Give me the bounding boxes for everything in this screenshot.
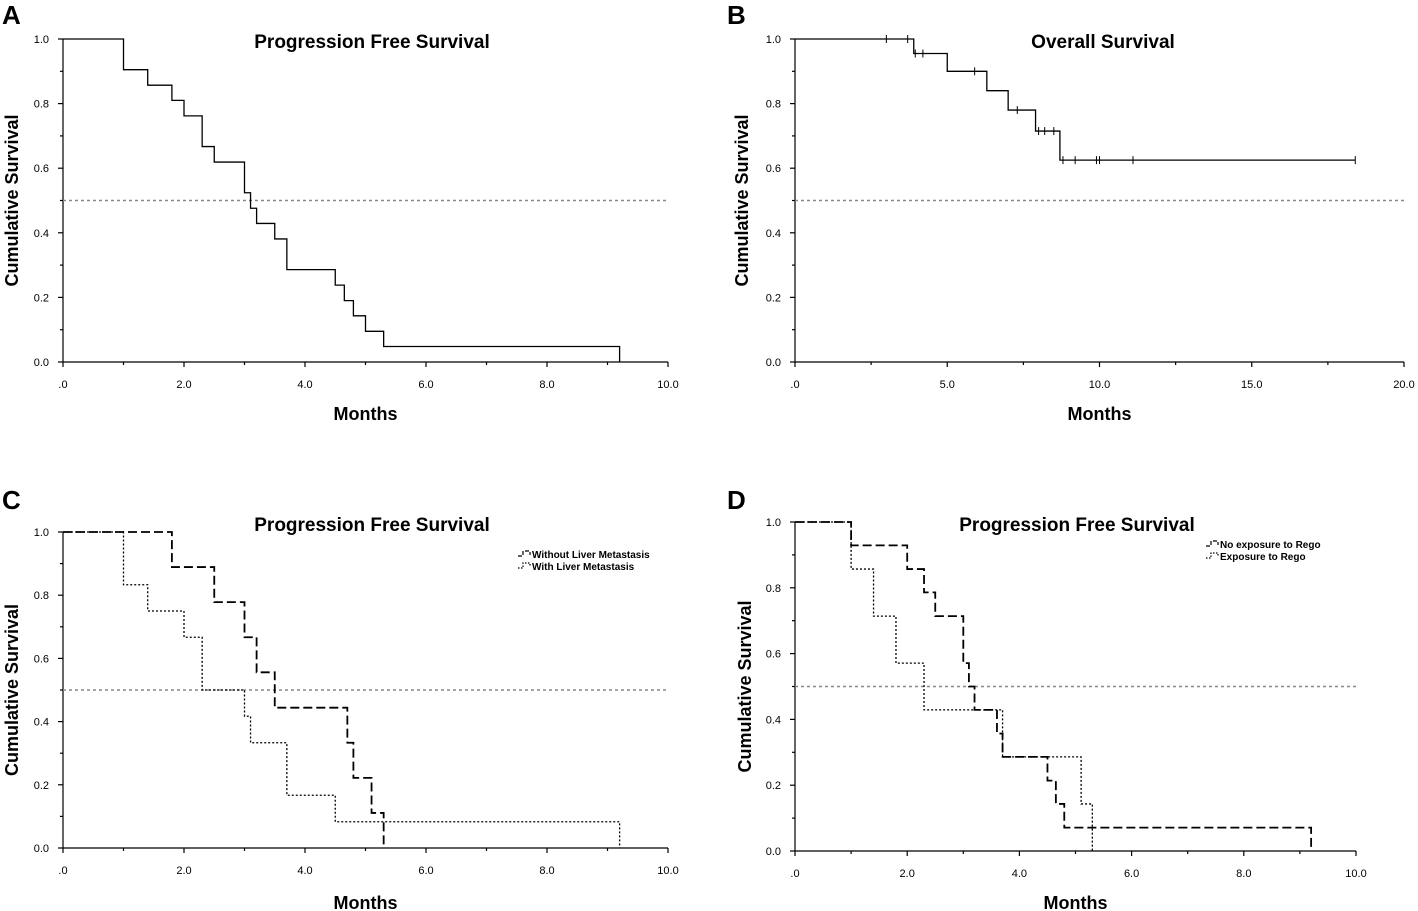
y-tick-label: 0.8 [34, 590, 49, 602]
x-tick-label: 10.0 [1089, 379, 1110, 391]
x-tick-label: 2.0 [900, 868, 915, 880]
x-tick-label: 10.0 [657, 865, 678, 877]
panel-letter: D [727, 485, 746, 515]
x-tick-label: 6.0 [418, 865, 433, 877]
y-tick-label: 0.6 [34, 653, 49, 665]
panel-letter: A [2, 0, 21, 30]
y-tick-label: 0.2 [766, 292, 781, 304]
x-tick-label: 20.0 [1393, 379, 1414, 391]
x-tick-label: 8.0 [539, 379, 554, 391]
legend-symbol [518, 550, 531, 557]
x-tick-label: 2.0 [176, 379, 191, 391]
y-tick-label: 0.8 [766, 99, 781, 111]
y-tick-label: 1.0 [34, 34, 49, 46]
y-tick-label: 0.6 [34, 163, 49, 175]
x-tick-label: 8.0 [1236, 868, 1251, 880]
chart-title: Overall Survival [1031, 32, 1175, 53]
chart-title: Progression Free Survival [959, 515, 1195, 536]
y-tick-label: 1.0 [766, 517, 781, 529]
y-tick-label: 0.4 [34, 228, 49, 240]
legend-label: No exposure to Rego [1220, 540, 1321, 551]
chart-panel-d: D Progression Free Survival 0.0 0.2 0.4 0.6 0.… [727, 485, 1367, 911]
y-tick-label: 0.4 [34, 717, 49, 729]
y-tick-label: 1.0 [34, 527, 49, 539]
y-tick-label: 0.2 [766, 780, 781, 792]
survival-curve-overall-survival [795, 38, 1356, 161]
legend-symbol [1206, 540, 1219, 547]
x-axis-label: Months [334, 404, 398, 424]
survival-curve-without-liver-metastasis [63, 531, 385, 848]
x-axis-label: Months [1068, 404, 1132, 424]
x-tick-label: 15.0 [1241, 379, 1262, 391]
y-tick-label: 0.8 [766, 583, 781, 595]
y-tick-label: 0.6 [766, 649, 781, 661]
x-tick-label: 5.0 [940, 379, 955, 391]
y-axis-label: Cumulative Survival [732, 114, 752, 286]
y-tick-label: 1.0 [766, 34, 781, 46]
x-tick-label: .0 [58, 865, 67, 877]
x-tick-label: 6.0 [418, 379, 433, 391]
x-tick-label: 4.0 [297, 865, 312, 877]
y-tick-label: 0.2 [34, 292, 49, 304]
x-axis-label: Months [334, 893, 398, 911]
y-tick-label: 0.0 [34, 357, 49, 369]
x-tick-label: 4.0 [1012, 868, 1027, 880]
legend-label: With Liver Metastasis [532, 562, 635, 573]
y-tick-label: 0.4 [766, 228, 781, 240]
legend-symbol [1206, 552, 1219, 559]
y-tick-label: 0.6 [766, 163, 781, 175]
y-axis-label: Cumulative Survival [2, 114, 22, 286]
chart-title: Progression Free Survival [254, 32, 490, 53]
survival-curve-no-exposure-to-rego [795, 521, 1313, 851]
x-tick-label: 10.0 [1345, 868, 1366, 880]
legend-symbol [518, 562, 531, 569]
y-tick-label: 0.2 [34, 780, 49, 792]
x-axis-label: Months [1044, 893, 1108, 911]
y-axis-label: Cumulative Survival [2, 604, 22, 776]
x-tick-label: 4.0 [297, 379, 312, 391]
survival-curve-progression-free-survival [63, 38, 621, 362]
chart-panel-b: B Overall Survival 0.0 0.2 0.4 0.6 0.8 1.0 .0 5.0… [727, 0, 1415, 424]
panel-letter: B [727, 0, 746, 30]
x-tick-label: .0 [58, 379, 67, 391]
y-tick-label: 0.4 [766, 714, 781, 726]
panel-letter: C [2, 485, 21, 515]
x-tick-label: 2.0 [176, 865, 191, 877]
chart-panel-c: C Progression Free Survival 0.0 0.2 0.4 0.6 0.… [2, 485, 679, 911]
x-tick-label: .0 [790, 379, 799, 391]
legend-label: Without Liver Metastasis [532, 550, 650, 561]
y-tick-label: 0.0 [34, 843, 49, 855]
survival-curve-exposure-to-rego [795, 521, 1093, 851]
survival-curve-with-liver-metastasis [63, 531, 621, 848]
x-tick-label: 6.0 [1124, 868, 1139, 880]
chart-title: Progression Free Survival [254, 515, 490, 536]
legend-label: Exposure to Rego [1220, 552, 1306, 563]
chart-panel-a: A Progression Free Survival 0.0 0.2 0.4 0.6 0.… [2, 0, 679, 424]
y-tick-label: 0.0 [766, 846, 781, 858]
y-tick-label: 0.0 [766, 357, 781, 369]
y-axis-label: Cumulative Survival [735, 600, 755, 772]
x-tick-label: .0 [790, 868, 799, 880]
y-tick-label: 0.8 [34, 99, 49, 111]
x-tick-label: 8.0 [539, 865, 554, 877]
x-tick-label: 10.0 [657, 379, 678, 391]
